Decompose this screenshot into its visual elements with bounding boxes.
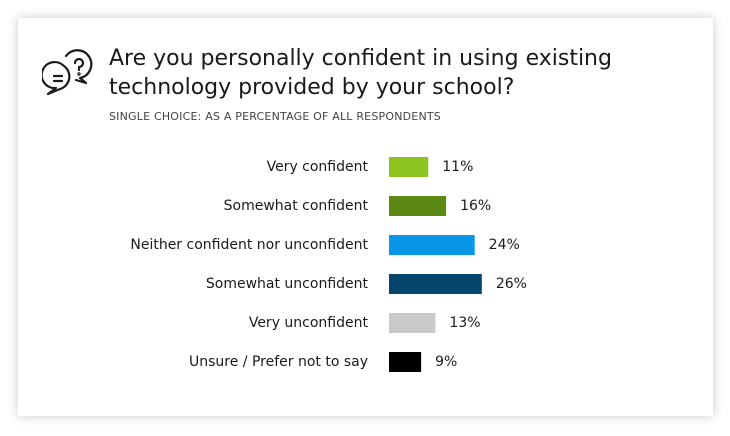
category-label: Neither confident nor unconfident	[130, 237, 368, 253]
card: Are you personally confident in using ex…	[18, 18, 713, 416]
value-label: 16%	[460, 198, 491, 214]
bar	[389, 196, 447, 216]
category-label: Unsure / Prefer not to say	[189, 354, 368, 370]
value-label: 11%	[442, 159, 473, 175]
category-label: Somewhat unconfident	[206, 276, 369, 292]
category-label: Very confident	[267, 159, 369, 175]
category-label: Somewhat confident	[224, 198, 369, 214]
value-label: 13%	[449, 315, 480, 331]
question-icon	[42, 49, 93, 96]
chart-title: Are you personally confident in using ex…	[109, 46, 612, 100]
value-label: 9%	[435, 354, 457, 370]
value-label: 24%	[489, 237, 520, 253]
bar	[389, 274, 482, 294]
chart-subtitle: SINGLE CHOICE: AS A PERCENTAGE OF ALL RE…	[109, 110, 441, 123]
bar	[389, 352, 422, 372]
chart: Very confident 11% Somewhat confident 16% Ne…	[130, 157, 527, 372]
bar	[389, 235, 475, 255]
value-label: 26%	[496, 276, 527, 292]
bar	[389, 157, 429, 177]
bar	[389, 313, 436, 333]
category-label: Very unconfident	[249, 315, 369, 331]
